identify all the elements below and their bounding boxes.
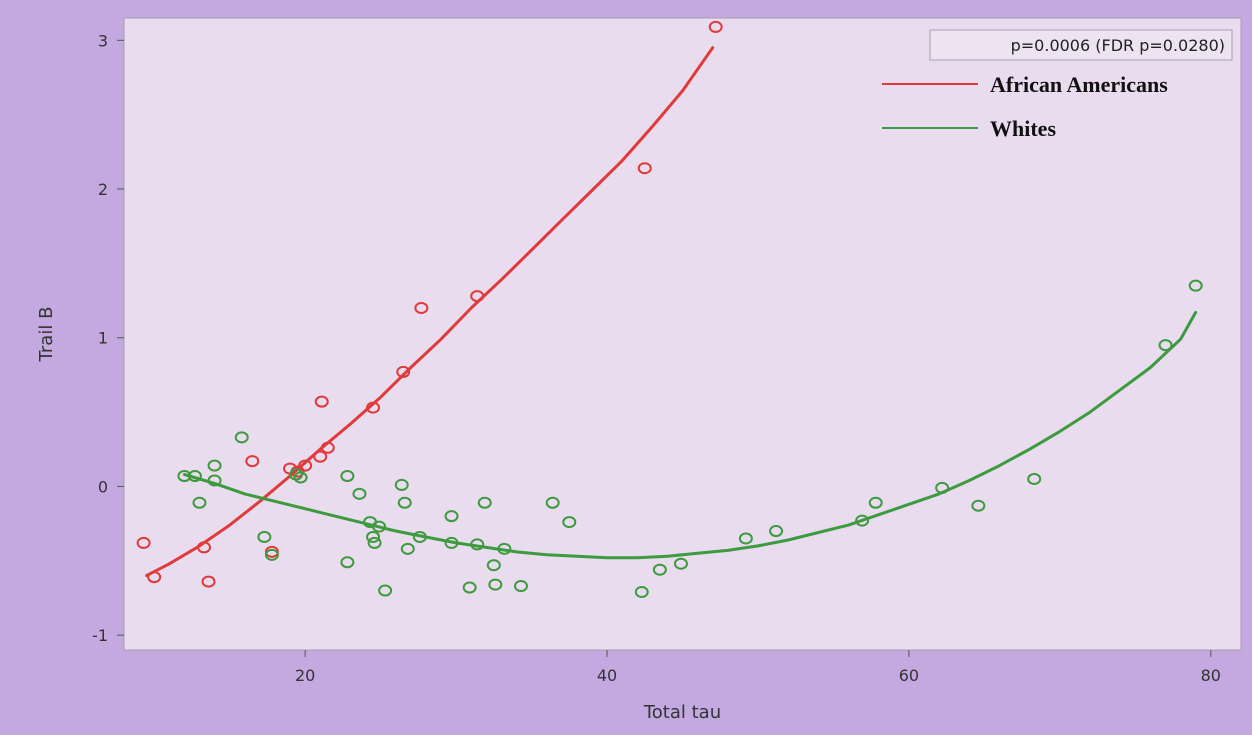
data-point bbox=[298, 459, 313, 472]
annotation-text: p=0.0006 (FDR p=0.0280) bbox=[1011, 36, 1225, 55]
x-tick-label: 60 bbox=[899, 666, 919, 685]
data-point bbox=[192, 496, 207, 509]
data-point bbox=[412, 530, 427, 543]
data-point bbox=[234, 431, 249, 444]
data-point bbox=[396, 365, 411, 378]
data-point bbox=[444, 536, 459, 549]
data-point bbox=[637, 162, 652, 175]
y-axis: -1 0 1 2 3 bbox=[92, 31, 124, 645]
data-point bbox=[397, 496, 412, 509]
x-tick-label: 80 bbox=[1201, 666, 1221, 685]
data-point bbox=[366, 401, 381, 414]
x-axis: 20 40 60 80 bbox=[295, 650, 1221, 685]
data-point bbox=[352, 487, 367, 500]
legend-label: Whites bbox=[990, 116, 1056, 141]
data-point bbox=[1158, 339, 1173, 352]
data-point bbox=[769, 525, 784, 538]
data-point bbox=[400, 542, 415, 555]
data-point bbox=[708, 20, 723, 33]
scatter-points bbox=[136, 20, 1203, 599]
y-tick-label: 0 bbox=[98, 477, 108, 496]
legend-label: African Americans bbox=[990, 72, 1168, 97]
y-tick-label: 2 bbox=[98, 180, 108, 199]
data-point bbox=[147, 571, 162, 584]
data-point bbox=[313, 450, 328, 463]
data-point bbox=[257, 530, 272, 543]
data-point bbox=[340, 470, 355, 483]
data-point bbox=[293, 471, 308, 484]
data-point bbox=[320, 441, 335, 454]
data-point bbox=[245, 455, 260, 468]
data-point bbox=[187, 470, 202, 483]
y-tick-label: 3 bbox=[98, 31, 108, 50]
data-point bbox=[207, 474, 222, 487]
data-point bbox=[197, 541, 212, 554]
plot-area bbox=[123, 17, 1242, 651]
y-axis-label: Trail B bbox=[36, 307, 57, 363]
data-point bbox=[394, 478, 409, 491]
y-tick-label: -1 bbox=[92, 626, 108, 645]
data-point bbox=[462, 581, 477, 594]
data-point bbox=[545, 496, 560, 509]
data-point bbox=[314, 395, 329, 408]
x-tick-label: 20 bbox=[295, 666, 315, 685]
fit-line bbox=[182, 310, 1198, 560]
data-point bbox=[634, 586, 649, 599]
data-point bbox=[855, 514, 870, 527]
x-axis-label: Total tau bbox=[643, 702, 721, 723]
data-point bbox=[486, 559, 501, 572]
data-point bbox=[367, 536, 382, 549]
data-point bbox=[868, 496, 883, 509]
data-point bbox=[207, 459, 222, 472]
fit-line bbox=[145, 46, 715, 578]
data-point bbox=[340, 556, 355, 569]
data-point bbox=[652, 563, 667, 576]
data-point bbox=[1188, 279, 1203, 292]
annotation-frame bbox=[929, 29, 1233, 61]
data-point bbox=[372, 520, 387, 533]
data-point bbox=[470, 538, 485, 551]
data-point bbox=[562, 516, 577, 529]
data-point bbox=[470, 290, 485, 303]
annotation-box: p=0.0006 (FDR p=0.0280) bbox=[929, 29, 1233, 61]
data-point bbox=[378, 584, 393, 597]
fit-lines bbox=[145, 46, 1198, 578]
data-point bbox=[971, 499, 986, 512]
data-point bbox=[488, 578, 503, 591]
data-point bbox=[136, 536, 151, 549]
data-point bbox=[264, 548, 279, 561]
data-point bbox=[935, 481, 950, 494]
legend: African Americans Whites bbox=[882, 72, 1168, 141]
data-point bbox=[673, 557, 688, 570]
data-point bbox=[1027, 472, 1042, 485]
x-tick-label: 40 bbox=[597, 666, 617, 685]
data-point bbox=[444, 510, 459, 523]
y-tick-label: 1 bbox=[98, 329, 108, 348]
data-point bbox=[366, 530, 381, 543]
data-point bbox=[497, 542, 512, 555]
data-point bbox=[513, 580, 528, 593]
data-point bbox=[477, 496, 492, 509]
data-point bbox=[414, 301, 429, 314]
data-point bbox=[177, 470, 192, 483]
data-point bbox=[738, 532, 753, 545]
data-point bbox=[201, 575, 216, 588]
